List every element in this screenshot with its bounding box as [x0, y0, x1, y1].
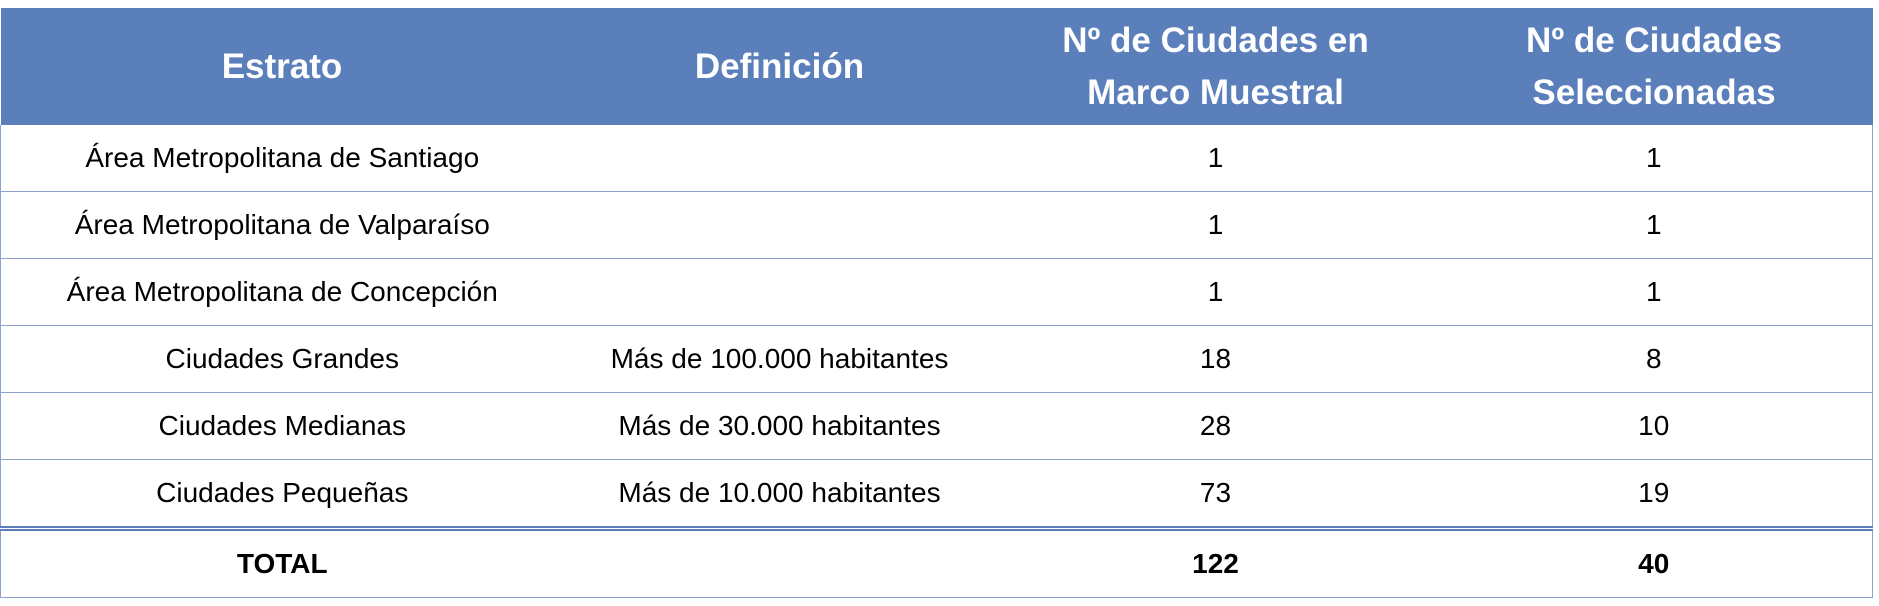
table-row: Área Metropolitana de Valparaíso 1 1: [0, 191, 1873, 259]
cell-estrato: Ciudades Pequeñas: [0, 459, 564, 531]
cell-definicion: Más de 100.000 habitantes: [563, 325, 996, 393]
cell-marco: 1: [995, 258, 1436, 326]
header-row: Estrato Definición Nº de Ciudades en Mar…: [0, 8, 1873, 125]
total-marco: 122: [995, 528, 1436, 598]
cell-estrato: Área Metropolitana de Concepción: [0, 258, 564, 326]
cell-definicion: Más de 10.000 habitantes: [563, 459, 996, 531]
table-row: Área Metropolitana de Santiago 1 1: [0, 125, 1873, 192]
cell-seleccionadas: 8: [1435, 325, 1873, 393]
table-row: Ciudades Medianas Más de 30.000 habitant…: [0, 392, 1873, 460]
cell-estrato: Área Metropolitana de Santiago: [0, 125, 564, 192]
cell-definicion: [563, 125, 996, 192]
header-seleccionadas: Nº de Ciudades Seleccionadas: [1526, 20, 1782, 112]
cell-definicion: [563, 258, 996, 326]
header-estrato: Estrato: [221, 46, 343, 86]
cell-definicion: [563, 191, 996, 259]
cell-definicion: Más de 30.000 habitantes: [563, 392, 996, 460]
cell-seleccionadas: 1: [1435, 125, 1873, 192]
cell-marco: 1: [995, 191, 1436, 259]
cell-estrato: Ciudades Medianas: [0, 392, 564, 460]
cell-seleccionadas: 19: [1435, 459, 1873, 531]
strata-table-container: Estrato Definición Nº de Ciudades en Mar…: [0, 8, 1873, 598]
cell-seleccionadas: 1: [1435, 258, 1873, 326]
cell-marco: 28: [995, 392, 1436, 460]
header-marco-muestral: Nº de Ciudades en Marco Muestral: [1062, 20, 1369, 112]
total-label: TOTAL: [0, 528, 564, 598]
cell-seleccionadas: 10: [1435, 392, 1873, 460]
total-row: TOTAL 122 40: [0, 528, 1873, 598]
cell-marco: 73: [995, 459, 1436, 531]
header-definicion: Definición: [694, 46, 865, 86]
cell-estrato: Ciudades Grandes: [0, 325, 564, 393]
strata-table: Estrato Definición Nº de Ciudades en Mar…: [0, 8, 1873, 598]
cell-estrato: Área Metropolitana de Valparaíso: [0, 191, 564, 259]
table-row: Área Metropolitana de Concepción 1 1: [0, 258, 1873, 326]
table-row: Ciudades Grandes Más de 100.000 habitant…: [0, 325, 1873, 393]
table-row: Ciudades Pequeñas Más de 10.000 habitant…: [0, 459, 1873, 531]
total-seleccionadas: 40: [1435, 528, 1873, 598]
total-definicion: [563, 528, 996, 598]
cell-marco: 1: [995, 125, 1436, 192]
cell-marco: 18: [995, 325, 1436, 393]
cell-seleccionadas: 1: [1435, 191, 1873, 259]
